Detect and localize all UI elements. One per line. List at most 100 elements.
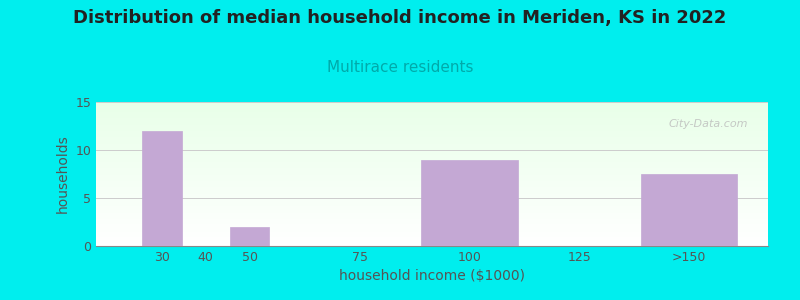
Bar: [96, 103, 768, 105]
Bar: [96, 163, 768, 164]
Bar: [96, 164, 768, 165]
Bar: [96, 158, 768, 160]
Bar: [96, 168, 768, 170]
Bar: [96, 138, 768, 140]
Bar: [96, 242, 768, 243]
Bar: [96, 226, 768, 227]
Bar: [96, 237, 768, 239]
Bar: [96, 197, 768, 199]
Bar: [96, 135, 768, 136]
Bar: [96, 131, 768, 132]
Bar: [96, 233, 768, 235]
Bar: [96, 111, 768, 112]
Bar: [96, 167, 768, 168]
Bar: [96, 147, 768, 148]
Bar: [96, 125, 768, 127]
Bar: [96, 121, 768, 122]
Bar: [96, 203, 768, 204]
Bar: [96, 219, 768, 220]
Bar: [96, 116, 768, 118]
Bar: [96, 214, 768, 216]
Bar: [96, 229, 768, 230]
Bar: [96, 223, 768, 224]
Bar: [142, 131, 182, 246]
Bar: [96, 145, 768, 147]
Bar: [96, 200, 768, 201]
Text: Distribution of median household income in Meriden, KS in 2022: Distribution of median household income …: [74, 9, 726, 27]
Bar: [96, 172, 768, 174]
Bar: [96, 170, 768, 171]
Bar: [96, 178, 768, 180]
Bar: [96, 194, 768, 196]
Bar: [421, 160, 518, 246]
Bar: [96, 105, 768, 106]
Bar: [96, 155, 768, 157]
Y-axis label: households: households: [56, 135, 70, 213]
Bar: [96, 122, 768, 124]
Bar: [96, 132, 768, 134]
Bar: [96, 148, 768, 149]
Bar: [96, 220, 768, 221]
Bar: [96, 191, 768, 193]
Bar: [96, 177, 768, 178]
Bar: [96, 180, 768, 181]
Bar: [96, 140, 768, 141]
Bar: [96, 118, 768, 119]
Bar: [96, 157, 768, 158]
Bar: [96, 188, 768, 190]
Bar: [96, 112, 768, 113]
Bar: [96, 154, 768, 155]
Bar: [96, 127, 768, 128]
Bar: [96, 204, 768, 206]
Bar: [96, 119, 768, 121]
Bar: [96, 235, 768, 236]
Bar: [96, 115, 768, 116]
Bar: [96, 210, 768, 212]
Bar: [96, 152, 768, 154]
Bar: [96, 124, 768, 125]
Bar: [96, 134, 768, 135]
Bar: [96, 240, 768, 242]
Bar: [96, 224, 768, 226]
Bar: [96, 185, 768, 187]
Bar: [96, 199, 768, 200]
Bar: [96, 141, 768, 142]
Bar: [96, 176, 768, 177]
Bar: [96, 232, 768, 233]
Bar: [96, 136, 768, 138]
Bar: [96, 128, 768, 129]
Bar: [96, 196, 768, 197]
Bar: [230, 227, 270, 246]
Bar: [96, 236, 768, 237]
Bar: [96, 183, 768, 184]
Bar: [96, 174, 768, 176]
X-axis label: household income ($1000): household income ($1000): [339, 269, 525, 284]
Bar: [96, 216, 768, 217]
Bar: [96, 144, 768, 145]
Bar: [96, 212, 768, 213]
Bar: [96, 193, 768, 194]
Bar: [96, 213, 768, 214]
Bar: [96, 102, 768, 104]
Bar: [96, 161, 768, 163]
Bar: [96, 106, 768, 108]
Bar: [96, 221, 768, 223]
Bar: [96, 244, 768, 246]
Bar: [96, 201, 768, 203]
Bar: [96, 184, 768, 185]
Bar: [96, 217, 768, 219]
Text: Multirace residents: Multirace residents: [326, 60, 474, 75]
Bar: [96, 149, 768, 151]
Bar: [96, 206, 768, 207]
Bar: [96, 129, 768, 131]
Bar: [96, 109, 768, 111]
Bar: [96, 243, 768, 244]
Bar: [96, 108, 768, 109]
Bar: [96, 113, 768, 115]
Bar: [96, 160, 768, 161]
Bar: [96, 181, 768, 183]
Bar: [641, 174, 738, 246]
Bar: [96, 171, 768, 172]
Bar: [96, 165, 768, 167]
Bar: [96, 190, 768, 191]
